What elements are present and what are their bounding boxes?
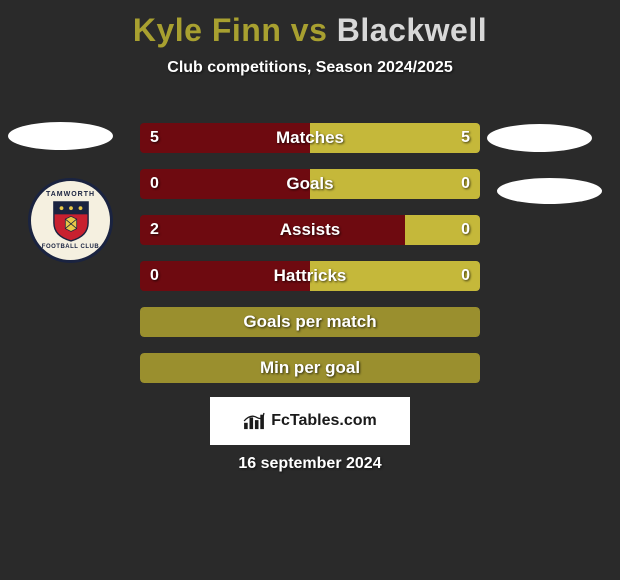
stat-label: Goals per match [140, 307, 480, 337]
stat-row: Assists2 0 [140, 215, 480, 245]
date-text: 16 september 2024 [0, 455, 620, 473]
stat-value-p1: 0 [150, 169, 159, 199]
stat-row: Hattricks0 0 [140, 261, 480, 291]
subtitle: Club competitions, Season 2024/2025 [0, 59, 620, 77]
stat-value-p2: 5 [461, 123, 470, 153]
club-crest: TAMWORTH FOOTBALL CLUB [28, 178, 113, 263]
stat-label: Min per goal [140, 353, 480, 383]
stat-row: Min per goal [140, 353, 480, 383]
player1-name: Kyle Finn [133, 12, 282, 48]
page-title: Kyle Finn vs Blackwell [0, 0, 620, 49]
shield-icon [52, 200, 90, 242]
vs-text: vs [281, 12, 336, 48]
stat-value-p2: 0 [461, 215, 470, 245]
stat-value-p2: 0 [461, 261, 470, 291]
side-ellipse [8, 122, 113, 150]
stat-value-p1: 0 [150, 261, 159, 291]
bar-chart-icon [243, 412, 265, 430]
attribution-text: FcTables.com [271, 412, 377, 430]
side-ellipse [497, 178, 602, 204]
stat-row: Goals0 0 [140, 169, 480, 199]
stat-label: Hattricks [140, 261, 480, 291]
attribution-badge: FcTables.com [210, 397, 410, 445]
stats-bars: Matches55Goals00Assists20Hattricks00Goal… [140, 123, 480, 399]
side-ellipse [487, 124, 592, 152]
stat-value-p2: 0 [461, 169, 470, 199]
stat-row: Goals per match [140, 307, 480, 337]
crest-bottom-text: FOOTBALL CLUB [42, 244, 99, 250]
crest-top-text: TAMWORTH [46, 191, 95, 198]
stat-value-p1: 5 [150, 123, 159, 153]
stat-value-p1: 2 [150, 215, 159, 245]
stat-row: Matches5 5 [140, 123, 480, 153]
stat-label: Goals [140, 169, 480, 199]
stat-label: Matches [140, 123, 480, 153]
player2-name: Blackwell [337, 12, 487, 48]
stat-label: Assists [140, 215, 480, 245]
